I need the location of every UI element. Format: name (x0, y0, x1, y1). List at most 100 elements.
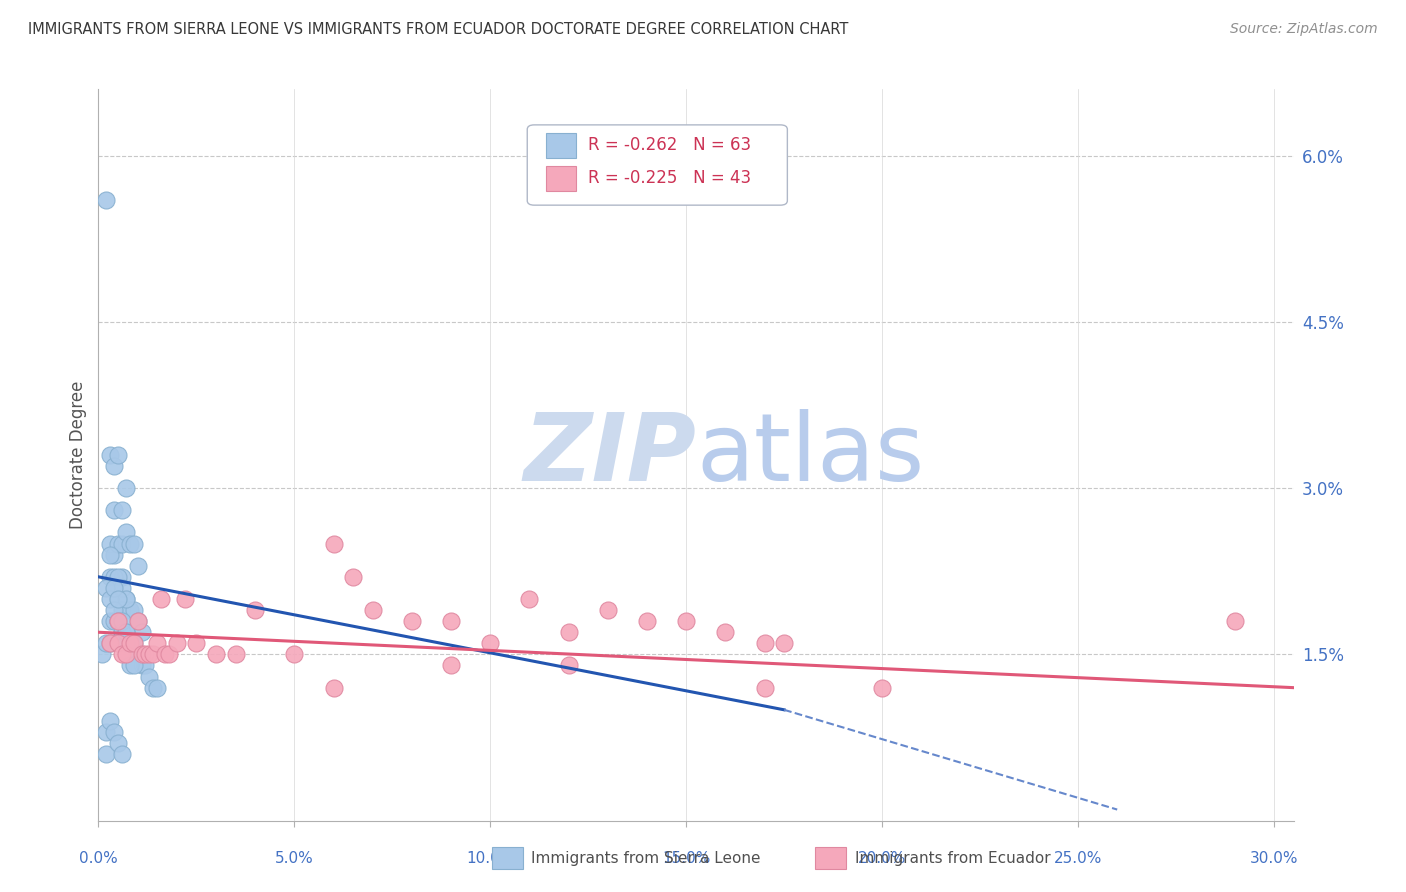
Point (283, 648, 305, 662)
Point (115, 625, 138, 640)
Point (401, 614, 423, 628)
Text: R = -0.262   N = 63: R = -0.262 N = 63 (588, 136, 751, 154)
Point (96, 636, 118, 650)
Point (205, 648, 228, 662)
Point (115, 525, 138, 540)
Point (103, 581, 125, 595)
Point (103, 548, 125, 562)
Point (118, 536, 141, 550)
Point (519, 592, 541, 607)
Point (754, 681, 776, 695)
Text: 10.0%: 10.0% (465, 851, 515, 866)
Point (440, 658, 463, 673)
Point (122, 536, 145, 550)
Point (127, 614, 149, 628)
Point (122, 636, 145, 650)
Point (115, 648, 138, 662)
Point (131, 658, 153, 673)
Point (142, 681, 165, 695)
Point (111, 625, 134, 640)
Point (754, 636, 776, 650)
Point (361, 603, 384, 617)
Point (96, 747, 118, 761)
Point (98, 448, 121, 462)
Point (596, 603, 619, 617)
Point (122, 636, 145, 650)
Point (186, 636, 208, 650)
Point (134, 648, 156, 662)
Point (98, 636, 121, 650)
Text: 15.0%: 15.0% (662, 851, 710, 866)
Point (111, 503, 134, 517)
Text: 20.0%: 20.0% (858, 851, 907, 866)
Point (111, 536, 134, 550)
Point (98, 548, 121, 562)
Point (107, 592, 129, 607)
Point (127, 648, 149, 662)
Point (107, 614, 129, 628)
Text: 25.0%: 25.0% (1054, 851, 1102, 866)
Point (138, 648, 160, 662)
Point (557, 625, 579, 640)
Point (107, 448, 129, 462)
Point (107, 614, 129, 628)
Text: atlas: atlas (696, 409, 924, 501)
Point (96, 581, 118, 595)
Point (111, 603, 134, 617)
Point (479, 636, 502, 650)
Point (98, 592, 121, 607)
Point (122, 658, 145, 673)
Point (127, 614, 149, 628)
Point (322, 536, 344, 550)
Point (115, 625, 138, 640)
Point (111, 570, 134, 584)
Point (98, 570, 121, 584)
Point (115, 636, 138, 650)
Point (636, 614, 658, 628)
Point (115, 592, 138, 607)
Point (111, 614, 134, 628)
Point (150, 592, 173, 607)
Point (138, 669, 160, 683)
Point (440, 614, 463, 628)
Text: R = -0.225   N = 43: R = -0.225 N = 43 (588, 169, 751, 187)
Point (146, 681, 169, 695)
Point (107, 614, 129, 628)
Point (134, 658, 156, 673)
Point (166, 636, 188, 650)
Point (153, 648, 176, 662)
Point (122, 603, 145, 617)
Point (127, 558, 149, 573)
Point (146, 636, 169, 650)
Point (111, 648, 134, 662)
Point (96, 725, 118, 739)
Point (107, 592, 129, 607)
Y-axis label: Doctorate Degree: Doctorate Degree (69, 381, 87, 529)
Point (773, 636, 796, 650)
Point (142, 648, 165, 662)
Point (118, 636, 141, 650)
Point (118, 658, 141, 673)
Point (870, 681, 893, 695)
Point (131, 625, 153, 640)
Point (103, 725, 125, 739)
Point (118, 636, 141, 650)
Point (714, 625, 737, 640)
Text: Source: ZipAtlas.com: Source: ZipAtlas.com (1230, 22, 1378, 37)
Point (111, 625, 134, 640)
Point (131, 648, 153, 662)
Point (103, 503, 125, 517)
Point (118, 603, 141, 617)
Point (157, 648, 180, 662)
Text: Immigrants from Sierra Leone: Immigrants from Sierra Leone (531, 851, 761, 865)
Point (96, 193, 118, 207)
Point (103, 603, 125, 617)
Point (243, 603, 266, 617)
Point (98, 614, 121, 628)
Point (111, 747, 134, 761)
Point (103, 458, 125, 473)
Text: 30.0%: 30.0% (1250, 851, 1298, 866)
Point (322, 681, 344, 695)
Point (107, 536, 129, 550)
Point (1223, 614, 1246, 628)
